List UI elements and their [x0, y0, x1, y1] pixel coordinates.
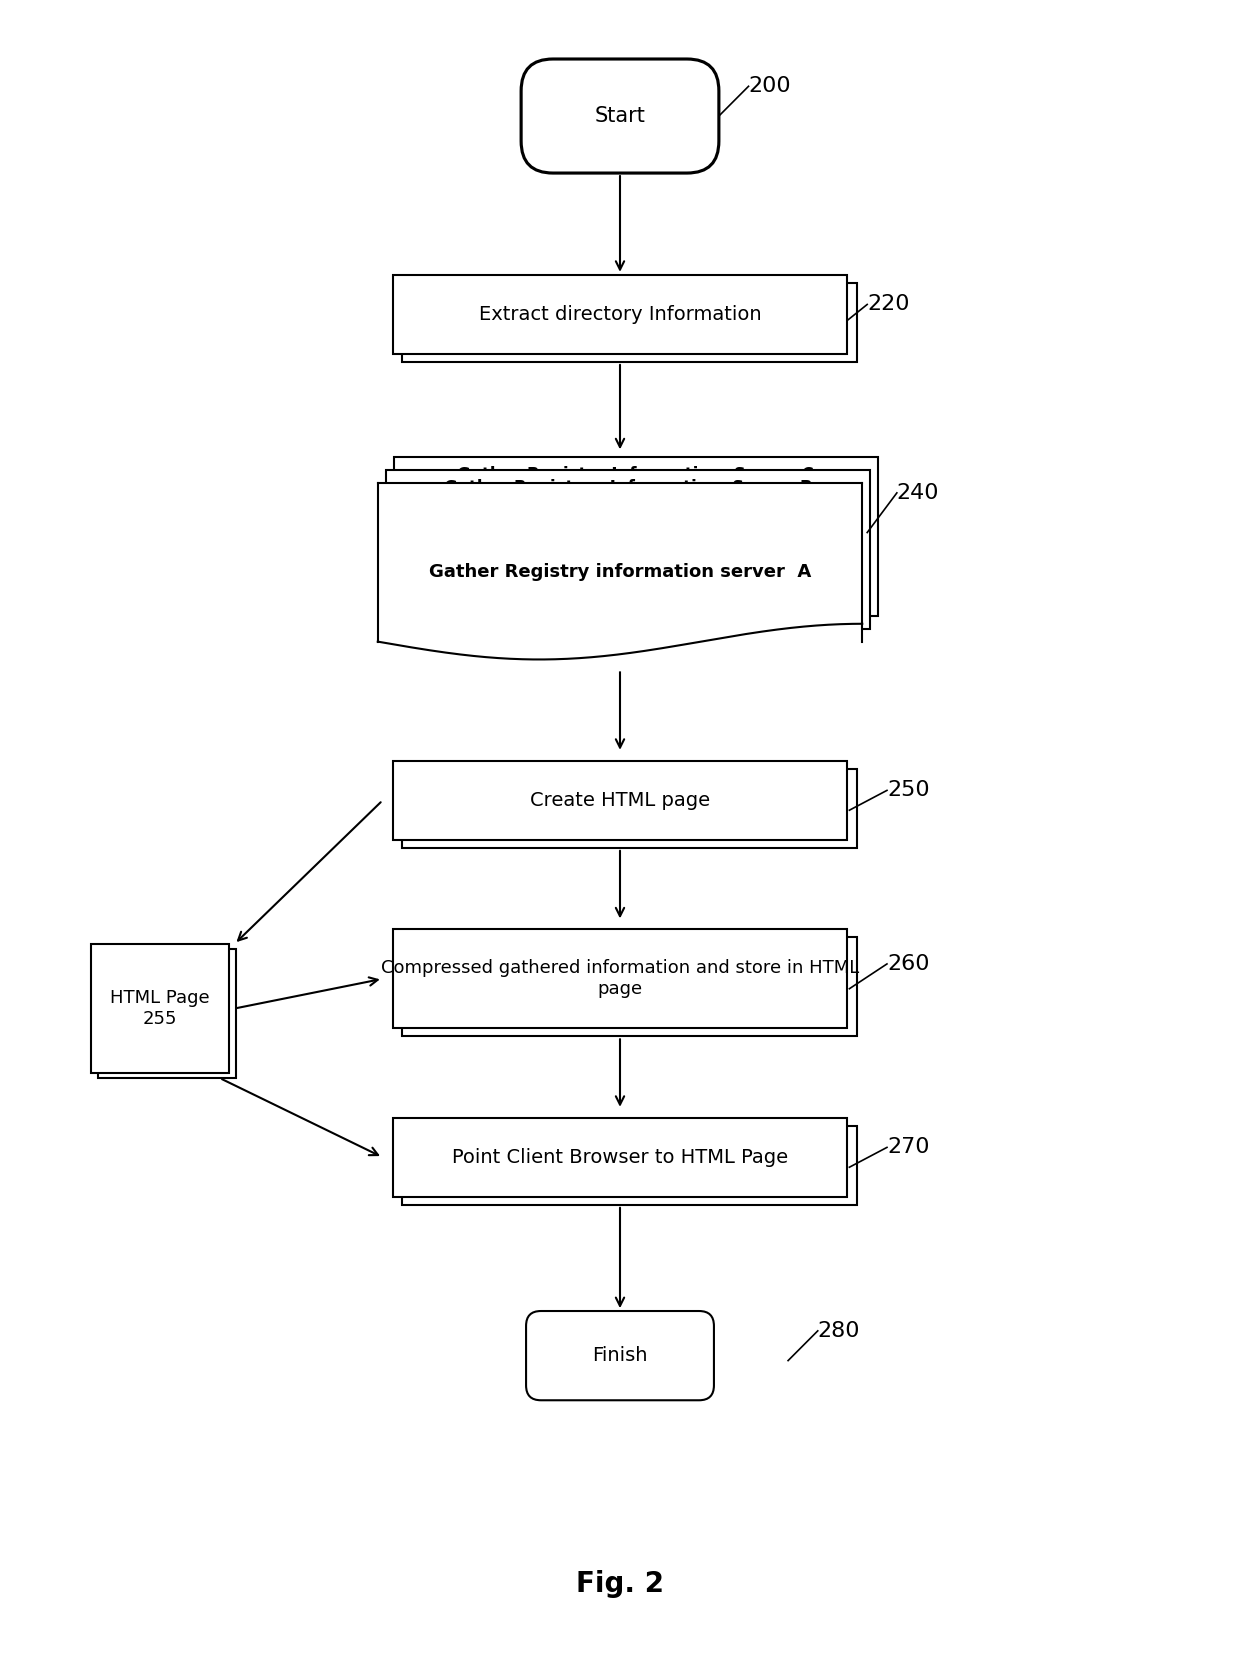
PathPatch shape: [521, 58, 719, 174]
Text: 260: 260: [887, 954, 930, 974]
Bar: [98, 949, 237, 1078]
Bar: [91, 944, 229, 1073]
Text: Create HTML page: Create HTML page: [529, 790, 711, 810]
Bar: [393, 458, 878, 617]
Bar: [403, 282, 857, 363]
Text: 250: 250: [887, 780, 930, 800]
Text: Start: Start: [594, 105, 646, 125]
Bar: [378, 483, 862, 642]
Bar: [393, 1118, 847, 1196]
Bar: [403, 937, 857, 1036]
Text: Extract directory Information: Extract directory Information: [479, 304, 761, 324]
Bar: [403, 1126, 857, 1205]
Text: Compressed gathered information and store in HTML
page: Compressed gathered information and stor…: [381, 959, 859, 998]
Text: Point Client Browser to HTML Page: Point Client Browser to HTML Page: [451, 1148, 789, 1166]
Text: 240: 240: [897, 483, 940, 503]
Text: 270: 270: [887, 1138, 930, 1158]
Text: 200: 200: [749, 77, 791, 97]
Text: 280: 280: [817, 1320, 861, 1340]
Text: Gather Registery Information, Server B: Gather Registery Information, Server B: [444, 480, 812, 496]
FancyBboxPatch shape: [526, 1312, 714, 1400]
Bar: [393, 274, 847, 354]
Polygon shape: [378, 623, 862, 672]
Bar: [386, 470, 870, 628]
Bar: [393, 929, 847, 1028]
Bar: [403, 769, 857, 847]
Text: HTML Page
255: HTML Page 255: [110, 989, 210, 1028]
Text: Fig. 2: Fig. 2: [577, 1569, 663, 1597]
Text: Gather Registry information server  A: Gather Registry information server A: [429, 563, 811, 582]
Text: 220: 220: [867, 294, 910, 314]
Text: Gather Registry Information, Server C: Gather Registry Information, Server C: [458, 466, 815, 485]
Text: Finish: Finish: [593, 1347, 647, 1365]
Bar: [393, 760, 847, 841]
